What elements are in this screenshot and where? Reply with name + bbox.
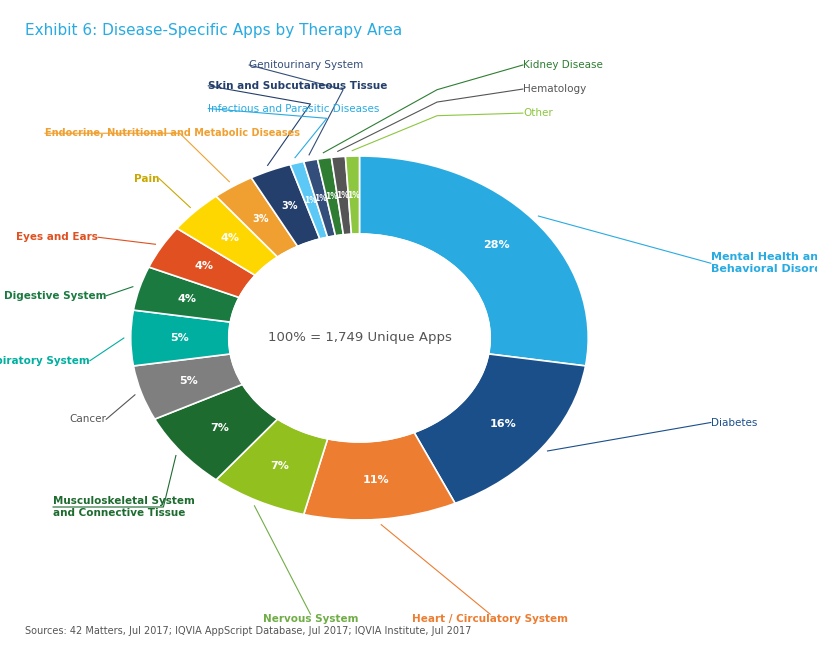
Wedge shape [346, 156, 359, 234]
Text: 5%: 5% [179, 376, 198, 386]
Text: 4%: 4% [221, 233, 240, 244]
Text: 11%: 11% [363, 475, 390, 486]
Wedge shape [149, 228, 255, 298]
Wedge shape [304, 159, 336, 237]
Text: Nervous System: Nervous System [263, 614, 358, 624]
Text: 4%: 4% [194, 261, 213, 272]
Wedge shape [154, 384, 278, 480]
Text: 16%: 16% [489, 419, 516, 429]
Wedge shape [304, 432, 455, 520]
Text: 3%: 3% [252, 214, 269, 224]
Text: Respiratory System: Respiratory System [0, 356, 90, 366]
Text: 5%: 5% [171, 333, 189, 343]
Wedge shape [133, 354, 243, 419]
Text: 3%: 3% [281, 202, 297, 211]
Text: Mental Health and
Behavioral Disorders: Mental Health and Behavioral Disorders [711, 252, 817, 274]
Text: 4%: 4% [177, 294, 196, 304]
Wedge shape [332, 157, 351, 235]
Wedge shape [133, 267, 239, 322]
Text: Digestive System: Digestive System [4, 291, 106, 301]
Text: Eyes and Ears: Eyes and Ears [16, 232, 98, 242]
Text: Exhibit 6: Disease-Specific Apps by Therapy Area: Exhibit 6: Disease-Specific Apps by Ther… [25, 23, 402, 38]
Text: 7%: 7% [270, 461, 288, 471]
Text: 1%: 1% [304, 196, 317, 205]
Text: Cancer: Cancer [69, 414, 106, 424]
Text: 28%: 28% [483, 240, 509, 250]
Text: Diabetes: Diabetes [711, 417, 757, 428]
Wedge shape [177, 196, 278, 276]
Wedge shape [414, 354, 586, 503]
Text: Hematology: Hematology [523, 84, 586, 94]
Text: Infectious and Parasitic Diseases: Infectious and Parasitic Diseases [208, 103, 380, 114]
Text: 1%: 1% [315, 194, 328, 203]
Wedge shape [359, 156, 588, 366]
Wedge shape [216, 177, 297, 257]
Text: 100% = 1,749 Unique Apps: 100% = 1,749 Unique Apps [267, 332, 452, 344]
Text: Kidney Disease: Kidney Disease [523, 60, 603, 70]
Text: 1%: 1% [347, 190, 360, 200]
Text: Skin and Subcutaneous Tissue: Skin and Subcutaneous Tissue [208, 81, 388, 91]
Wedge shape [131, 310, 230, 366]
Text: 1%: 1% [325, 192, 338, 202]
Text: Heart / Circulatory System: Heart / Circulatory System [413, 614, 568, 624]
Text: Endocrine, Nutritional and Metabolic Diseases: Endocrine, Nutritional and Metabolic Dis… [45, 128, 300, 138]
Wedge shape [216, 419, 328, 515]
Circle shape [229, 234, 490, 442]
Wedge shape [290, 161, 328, 239]
Text: Musculoskeletal System
and Connective Tissue: Musculoskeletal System and Connective Ti… [53, 496, 195, 518]
Text: Pain: Pain [134, 174, 159, 184]
Text: 1%: 1% [337, 191, 350, 200]
Text: 7%: 7% [210, 422, 229, 433]
Wedge shape [318, 157, 343, 236]
Wedge shape [252, 164, 319, 246]
Text: Other: Other [523, 108, 552, 118]
Text: Genitourinary System: Genitourinary System [249, 60, 364, 70]
Text: Sources: 42 Matters, Jul 2017; IQVIA AppScript Database, Jul 2017; IQVIA Institu: Sources: 42 Matters, Jul 2017; IQVIA App… [25, 626, 471, 636]
